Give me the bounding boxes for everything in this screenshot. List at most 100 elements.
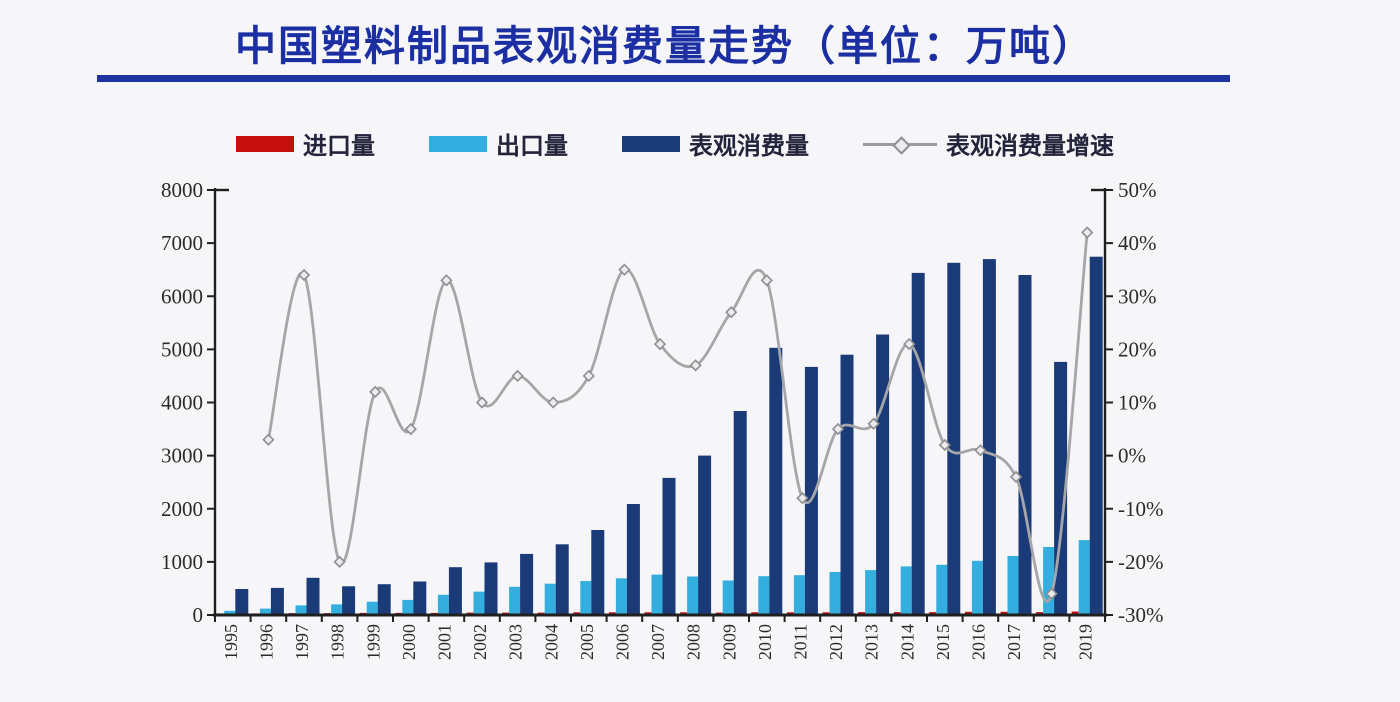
consumption-swatch-icon bbox=[622, 135, 680, 152]
left-axis-tick-label: 5000 bbox=[161, 337, 203, 361]
right-axis-tick-label: 30% bbox=[1118, 284, 1157, 308]
bar-出口量-2013 bbox=[865, 570, 877, 615]
year-label-2014: 2014 bbox=[897, 624, 917, 660]
legend-label-growth: 表观消费量增速 bbox=[946, 134, 1114, 160]
growth-line-marker-icon bbox=[863, 135, 937, 155]
growth-marker bbox=[440, 274, 453, 287]
bar-出口量-2012 bbox=[829, 572, 841, 615]
growth-marker bbox=[974, 444, 987, 457]
growth-marker bbox=[1045, 587, 1058, 600]
growth-marker bbox=[297, 268, 311, 282]
bar-表观消费量-2002 bbox=[484, 562, 498, 615]
year-label-2012: 2012 bbox=[826, 624, 846, 660]
bar-进口量-2016 bbox=[964, 611, 972, 615]
left-axis-tick-label: 2000 bbox=[161, 497, 203, 521]
year-label-2006: 2006 bbox=[613, 624, 633, 660]
growth-marker bbox=[333, 555, 346, 569]
axis-labels: 8000 7000 6000 5000 4000 3000 2000 1000 0 50% 40% 3… bbox=[161, 178, 1164, 627]
growth-marker bbox=[867, 417, 880, 430]
bar-出口量-2006 bbox=[615, 578, 627, 615]
right-axis-tick-label: 40% bbox=[1118, 231, 1157, 255]
year-label-2016: 2016 bbox=[969, 624, 989, 660]
year-label-2009: 2009 bbox=[719, 624, 739, 660]
bar-表观消费量-2016 bbox=[982, 259, 996, 615]
year-label-2001: 2001 bbox=[435, 624, 455, 660]
legend-label-export: 出口量 bbox=[496, 134, 568, 160]
bar-表观消费量-1995 bbox=[235, 589, 249, 615]
bar-出口量-2008 bbox=[687, 576, 699, 615]
legend-item-export: 出口量 bbox=[429, 126, 568, 161]
bar-出口量-1995 bbox=[224, 610, 236, 616]
year-label-2003: 2003 bbox=[506, 624, 526, 660]
bar-出口量-2002 bbox=[473, 591, 485, 615]
left-axis-tick-label: 8000 bbox=[161, 178, 203, 202]
bar-表观消费量-2001 bbox=[448, 567, 462, 615]
growth-marker bbox=[404, 422, 417, 436]
bar-表观消费量-2015 bbox=[947, 262, 961, 615]
bar-表观消费量-2017 bbox=[1018, 275, 1032, 615]
bar-表观消费量-2014 bbox=[911, 272, 925, 615]
right-axis-tick-label: -30% bbox=[1118, 603, 1164, 627]
legend-label-consumption: 表观消费量 bbox=[689, 134, 809, 160]
right-axis-tick-label: 0% bbox=[1118, 444, 1146, 468]
growth-marker bbox=[511, 369, 524, 383]
bar-出口量-2007 bbox=[651, 574, 663, 615]
year-labels: 1995 1996 1997 1998 1999 2000 2001 2002 2003 2004… bbox=[221, 624, 1095, 660]
bar-出口量-2017 bbox=[1007, 556, 1019, 615]
growth-marker bbox=[547, 396, 560, 409]
year-label-2004: 2004 bbox=[541, 624, 561, 660]
left-axis-tick-label: 1000 bbox=[161, 550, 203, 574]
bar-进口量-2017 bbox=[1000, 611, 1008, 615]
bar-表观消费量-1998 bbox=[342, 586, 356, 615]
bar-出口量-1998 bbox=[331, 604, 343, 615]
bar-表观消费量-2008 bbox=[698, 455, 712, 615]
right-axis-tick-label: -10% bbox=[1118, 497, 1164, 521]
growth-line bbox=[262, 226, 1094, 603]
bar-表观消费量-1999 bbox=[377, 584, 391, 615]
bar-出口量-2003 bbox=[509, 586, 521, 615]
year-label-2005: 2005 bbox=[577, 624, 597, 660]
growth-marker bbox=[653, 337, 667, 351]
legend-label-import: 进口量 bbox=[303, 134, 375, 160]
bar-出口量-1997 bbox=[295, 605, 307, 615]
bar-表观消费量-2013 bbox=[876, 334, 890, 615]
left-axis-tick-label: 7000 bbox=[161, 231, 203, 255]
year-label-2017: 2017 bbox=[1004, 624, 1024, 660]
year-label-1998: 1998 bbox=[328, 624, 348, 660]
year-label-2008: 2008 bbox=[684, 624, 704, 660]
year-label-2007: 2007 bbox=[648, 624, 668, 660]
year-label-2013: 2013 bbox=[862, 624, 882, 660]
growth-marker bbox=[725, 306, 738, 319]
growth-marker bbox=[618, 263, 631, 276]
year-label-2002: 2002 bbox=[470, 624, 490, 660]
legend-item-consumption: 表观消费量 bbox=[622, 126, 809, 161]
growth-marker bbox=[475, 396, 489, 409]
bar-表观消费量-1996 bbox=[270, 587, 284, 615]
bar-出口量-2004 bbox=[544, 583, 556, 615]
bar-表观消费量-2011 bbox=[804, 366, 818, 615]
bar-出口量-2010 bbox=[758, 576, 770, 615]
legend-item-import: 进口量 bbox=[236, 126, 375, 161]
year-label-2011: 2011 bbox=[791, 624, 811, 659]
growth-marker bbox=[903, 337, 916, 351]
legend-item-growth: 表观消费量增速 bbox=[863, 126, 1114, 161]
bar-进口量-2019 bbox=[1071, 611, 1079, 615]
year-label-1996: 1996 bbox=[257, 624, 277, 660]
export-swatch-icon bbox=[429, 135, 487, 152]
bar-出口量-1996 bbox=[259, 608, 271, 615]
year-label-2019: 2019 bbox=[1075, 624, 1095, 660]
growth-marker bbox=[582, 369, 595, 383]
left-axis-tick-label: 0 bbox=[193, 603, 204, 627]
bar-表观消费量-2006 bbox=[626, 504, 640, 615]
bar-表观消费量-2010 bbox=[769, 347, 783, 615]
bar-表观消费量-2009 bbox=[733, 411, 747, 615]
left-axis-tick-label: 6000 bbox=[161, 284, 203, 308]
year-label-1995: 1995 bbox=[221, 624, 241, 660]
growth-marker bbox=[1081, 226, 1094, 239]
bar-出口量-2015 bbox=[936, 564, 948, 615]
legend: 进口量 出口量 表观消费量 表观消费量增速 bbox=[236, 126, 1114, 161]
bar-出口量-2005 bbox=[580, 581, 592, 615]
right-axis-tick-label: 20% bbox=[1118, 337, 1157, 361]
growth-marker bbox=[1009, 470, 1023, 484]
